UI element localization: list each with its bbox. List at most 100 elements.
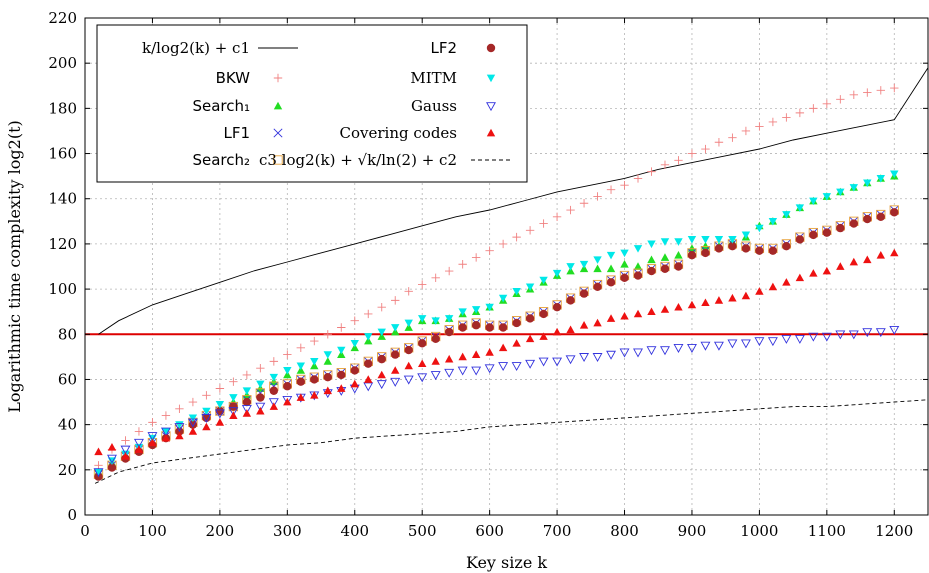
lf2-point: [498, 323, 508, 332]
legend-marker-lf1: [273, 128, 283, 138]
search1-point: [660, 253, 670, 261]
gauss-point: [862, 328, 873, 338]
lf2-point: [593, 282, 602, 292]
x-tick-label: 900: [678, 522, 707, 540]
bkw-point: [566, 205, 575, 215]
bkw-point: [876, 86, 885, 95]
legend-label-lf1: LF1: [223, 124, 250, 142]
covering-point: [728, 293, 737, 302]
bkw-point: [512, 232, 521, 242]
bkw-point: [188, 397, 198, 407]
bkw-point: [310, 336, 319, 346]
bkw-point: [148, 418, 157, 427]
legend-marker-gauss: [486, 102, 496, 112]
lf2-point: [256, 393, 265, 402]
covering-point: [566, 325, 575, 334]
mitm-point: [782, 211, 791, 219]
gauss-point: [740, 339, 751, 349]
covering-point: [606, 314, 616, 322]
covering-point: [701, 298, 710, 307]
lf2-point: [849, 219, 859, 228]
gauss-point: [120, 445, 131, 455]
gauss-point: [646, 346, 657, 356]
legend-marker-mitm: [486, 74, 496, 83]
lf2-point: [512, 318, 521, 328]
lf2-point: [768, 246, 778, 255]
mitm-point: [458, 308, 467, 316]
lf2-point: [377, 354, 386, 364]
legend-label-search1: Search₁: [192, 97, 250, 115]
covering-point: [404, 361, 413, 370]
gauss-point: [579, 353, 590, 362]
bkw-point: [755, 122, 764, 131]
x-tick-label: 800: [610, 522, 639, 540]
covering-point: [148, 438, 157, 447]
covering-point: [256, 406, 265, 415]
bkw-point: [593, 192, 602, 201]
gauss-point: [390, 377, 401, 387]
bkw-point: [431, 273, 440, 282]
mitm-point: [485, 303, 494, 312]
x-tick-label: 1000: [740, 522, 778, 540]
legend-label-bkw: BKW: [216, 69, 251, 87]
gauss-point: [417, 373, 428, 383]
lf2-point: [674, 262, 683, 271]
bkw-point: [674, 156, 683, 165]
bkw-point: [660, 160, 670, 170]
mitm-point: [350, 339, 359, 348]
gauss-point: [552, 357, 563, 367]
bkw-point: [175, 404, 184, 414]
bkw-point: [269, 357, 279, 366]
covering-point: [458, 352, 467, 361]
mitm-point: [849, 184, 859, 192]
search1-point: [701, 241, 710, 250]
axis-ticks: 0 100 200 300 400 500 600 700 800 900 1000 1100 1200…: [48, 9, 928, 540]
mitm-point: [94, 468, 103, 477]
covering-point: [283, 397, 292, 406]
mitm-point: [620, 249, 629, 258]
gauss-point: [754, 337, 765, 347]
bkw-point: [283, 350, 292, 359]
legend-label-search2: Search₂: [192, 151, 250, 169]
y-tick-label: 100: [48, 280, 77, 298]
search1-point: [606, 264, 616, 273]
covering-point: [647, 307, 656, 316]
lf2-point: [795, 235, 805, 244]
bkw-point: [391, 296, 400, 305]
x-tick-label: 1200: [875, 522, 913, 540]
bkw-point: [242, 370, 252, 380]
search1-point: [593, 264, 602, 273]
gauss-point: [619, 348, 630, 358]
gauss-point: [794, 334, 805, 344]
bkw-point: [836, 95, 845, 104]
bkw-point: [377, 302, 386, 312]
legend: k/log2(k) + c1 BKW Search₁ LF1 Search₂ LF2 MIT…: [96, 24, 528, 183]
legend-marker-search2: [273, 155, 283, 165]
gauss-point: [430, 371, 441, 381]
bkw-point: [229, 377, 238, 386]
x-tick-label: 400: [340, 522, 369, 540]
x-axis-label: Key size k: [466, 553, 547, 572]
x-tick-label: 500: [408, 522, 437, 540]
gauss-point: [268, 398, 279, 408]
legend-marker-search1: [273, 101, 283, 110]
bkw-point: [161, 411, 171, 420]
lf2-point: [822, 228, 832, 237]
gauss-point: [363, 382, 374, 392]
mitm-point: [647, 240, 656, 249]
mitm-point: [525, 283, 535, 292]
search1-point: [647, 255, 656, 264]
mitm-point: [444, 315, 454, 323]
covering-point: [714, 296, 724, 304]
search1-point: [687, 244, 697, 252]
gauss-point: [835, 330, 846, 340]
mitm-point: [431, 317, 440, 325]
covering-point: [539, 332, 548, 340]
lf2-point: [876, 212, 885, 221]
legend-label-gauss: Gauss: [411, 97, 457, 115]
bkw-point: [849, 90, 859, 100]
lf2-point: [633, 271, 643, 280]
mitm-point: [633, 245, 643, 253]
bkw-point: [714, 138, 724, 147]
bkw-point: [525, 226, 535, 235]
